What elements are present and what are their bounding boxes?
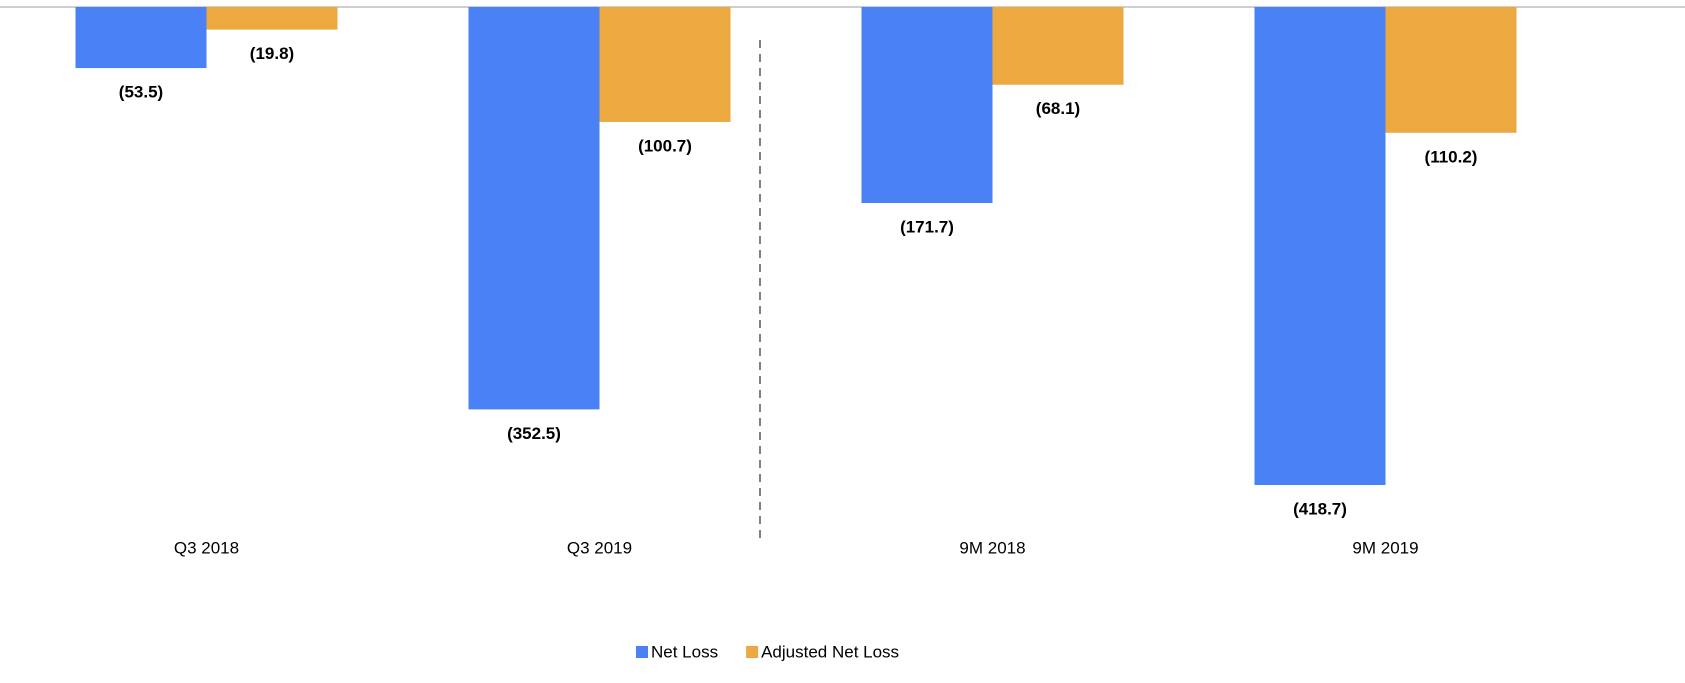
x-tick-label: Q3 2018: [174, 538, 239, 557]
bar: [1386, 7, 1517, 133]
value-label: (110.2): [1425, 147, 1478, 166]
value-label: (418.7): [1293, 499, 1347, 518]
bar: [862, 7, 993, 203]
legend-label: Adjusted Net Loss: [761, 642, 899, 661]
bar: [1255, 7, 1386, 485]
bar: [600, 7, 731, 122]
bar: [76, 7, 207, 68]
x-tick-label: Q3 2019: [567, 538, 632, 557]
bar: [993, 7, 1124, 85]
value-label: (19.8): [250, 44, 294, 63]
x-tick-label: 9M 2018: [959, 538, 1025, 557]
value-label: (53.5): [119, 83, 163, 102]
legend-swatch: [636, 646, 648, 658]
value-label: (171.7): [900, 217, 954, 236]
chart: Q3 2018 (53.5) (19.8) Q3 2019 (352.5) (100.7)…: [0, 0, 1685, 683]
x-tick-label: 9M 2019: [1352, 538, 1418, 557]
value-label: (68.1): [1036, 99, 1080, 118]
value-label: (352.5): [507, 424, 561, 443]
bar: [469, 7, 600, 409]
legend-swatch: [746, 646, 758, 658]
legend-label: Net Loss: [651, 642, 718, 661]
value-label: (100.7): [638, 136, 692, 155]
bar: [207, 7, 338, 30]
